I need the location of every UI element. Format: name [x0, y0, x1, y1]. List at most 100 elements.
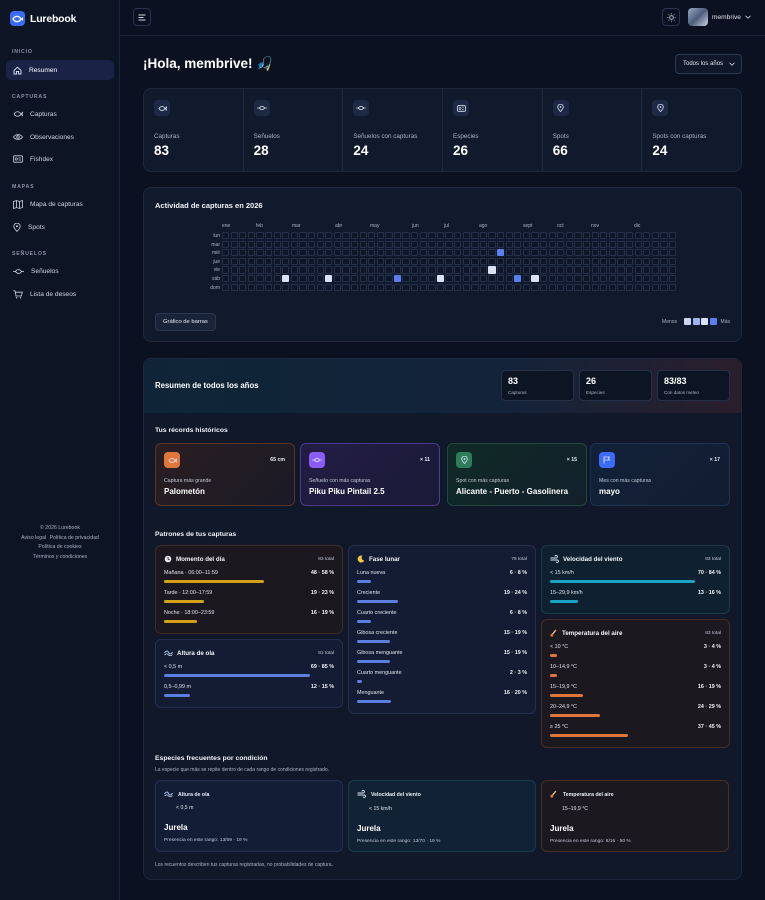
heatmap-cell[interactable]	[264, 240, 273, 248]
heatmap-cell[interactable]	[282, 257, 290, 266]
heatmap-cell[interactable]	[419, 266, 427, 274]
heatmap-cell[interactable]	[419, 249, 427, 257]
heatmap-cell[interactable]	[505, 274, 513, 283]
heatmap-cell[interactable]	[222, 266, 230, 274]
heatmap-cell[interactable]	[290, 249, 299, 257]
heatmap-cell[interactable]	[557, 249, 565, 257]
heatmap-cell[interactable]	[608, 257, 617, 266]
heatmap-cell[interactable]	[608, 283, 617, 291]
heatmap-cell[interactable]	[445, 283, 453, 291]
heatmap-cell[interactable]	[282, 249, 290, 257]
heatmap-cell[interactable]	[471, 232, 479, 240]
heatmap-cell[interactable]	[634, 249, 642, 257]
species-card[interactable]: Temperatura del aire 15–19,9 °C Jurela P…	[541, 780, 729, 852]
heatmap-cell[interactable]	[436, 249, 445, 257]
heatmap-cell[interactable]	[668, 257, 677, 266]
heatmap-cell[interactable]	[497, 232, 505, 240]
heatmap-cell[interactable]	[445, 274, 453, 283]
heatmap-cell[interactable]	[376, 232, 384, 240]
heatmap-cell[interactable]	[299, 266, 307, 274]
heatmap-cell[interactable]	[582, 266, 591, 274]
heatmap-cell[interactable]	[222, 249, 230, 257]
heatmap-cell[interactable]	[488, 266, 496, 274]
heatmap-cell[interactable]	[471, 240, 479, 248]
heatmap-cell[interactable]	[557, 232, 565, 240]
heatmap-cell[interactable]	[402, 240, 410, 248]
heatmap-cell[interactable]	[239, 232, 247, 240]
heatmap-cell[interactable]	[471, 274, 479, 283]
heatmap-cell[interactable]	[230, 232, 238, 240]
heatmap-cell[interactable]	[333, 274, 342, 283]
heatmap-cell[interactable]	[299, 283, 307, 291]
heatmap-cell[interactable]	[497, 266, 505, 274]
heatmap-cell[interactable]	[600, 283, 608, 291]
heatmap-cell[interactable]	[419, 283, 427, 291]
heatmap-cell[interactable]	[393, 257, 402, 266]
heatmap-cell[interactable]	[522, 232, 531, 240]
heatmap-cell[interactable]	[350, 274, 359, 283]
heatmap-cell[interactable]	[359, 232, 367, 240]
heatmap-cell[interactable]	[402, 283, 410, 291]
heatmap-cell[interactable]	[342, 274, 350, 283]
heatmap-cell[interactable]	[454, 266, 462, 274]
record-card[interactable]: × 11 Señuelo con más capturas Piku Piku …	[300, 443, 440, 506]
heatmap-cell[interactable]	[591, 249, 599, 257]
heatmap-cell[interactable]	[462, 266, 470, 274]
legal-link[interactable]: Aviso legal	[21, 534, 47, 541]
heatmap-cell[interactable]	[548, 232, 556, 240]
heatmap-cell[interactable]	[488, 283, 496, 291]
heatmap-cell[interactable]	[548, 266, 556, 274]
heatmap-cell[interactable]	[385, 240, 393, 248]
heatmap-cell[interactable]	[608, 266, 617, 274]
heatmap-cell[interactable]	[436, 257, 445, 266]
heatmap-cell[interactable]	[316, 257, 324, 266]
heatmap-cell[interactable]	[514, 240, 522, 248]
heatmap-cell[interactable]	[282, 232, 290, 240]
heatmap-cell[interactable]	[419, 274, 427, 283]
heatmap-cell[interactable]	[239, 266, 247, 274]
heatmap-cell[interactable]	[368, 266, 376, 274]
heatmap-cell[interactable]	[282, 240, 290, 248]
heatmap-cell[interactable]	[625, 249, 634, 257]
heatmap-cell[interactable]	[479, 266, 488, 274]
heatmap-cell[interactable]	[600, 274, 608, 283]
heatmap-cell[interactable]	[393, 283, 402, 291]
heatmap-cell[interactable]	[411, 249, 419, 257]
heatmap-cell[interactable]	[505, 232, 513, 240]
sidebar-item-resumen[interactable]: Resumen	[6, 60, 114, 80]
heatmap-cell[interactable]	[565, 249, 574, 257]
heatmap-cell[interactable]	[316, 283, 324, 291]
sidebar-item-capturas[interactable]: Capturas	[6, 104, 114, 124]
heatmap-cell[interactable]	[531, 266, 539, 274]
heatmap-cell[interactable]	[428, 266, 436, 274]
heatmap-cell[interactable]	[239, 257, 247, 266]
sidebar-item-senuelos[interactable]: Señuelos	[6, 261, 114, 281]
user-menu[interactable]: membrive	[688, 8, 751, 26]
heatmap-cell[interactable]	[419, 232, 427, 240]
heatmap-cell[interactable]	[454, 274, 462, 283]
sidebar-item-fishdex[interactable]: Fishdex	[6, 149, 114, 169]
heatmap-cell[interactable]	[539, 240, 548, 248]
heatmap-cell[interactable]	[574, 249, 582, 257]
heatmap-cell[interactable]	[230, 249, 238, 257]
heatmap-cell[interactable]	[264, 232, 273, 240]
heatmap-cell[interactable]	[634, 240, 642, 248]
heatmap-cell[interactable]	[462, 257, 470, 266]
heatmap-cell[interactable]	[325, 232, 333, 240]
heatmap-cell[interactable]	[522, 249, 531, 257]
heatmap-cell[interactable]	[600, 266, 608, 274]
heatmap-cell[interactable]	[462, 283, 470, 291]
heatmap-cell[interactable]	[497, 249, 505, 257]
heatmap-cell[interactable]	[591, 232, 599, 240]
heatmap-cell[interactable]	[617, 232, 625, 240]
heatmap-cell[interactable]	[479, 249, 488, 257]
heatmap-cell[interactable]	[342, 257, 350, 266]
heatmap-cell[interactable]	[591, 274, 599, 283]
heatmap-cell[interactable]	[643, 240, 651, 248]
heatmap-cell[interactable]	[557, 257, 565, 266]
heatmap-cell[interactable]	[479, 274, 488, 283]
heatmap-cell[interactable]	[325, 283, 333, 291]
heatmap-cell[interactable]	[368, 257, 376, 266]
heatmap-cell[interactable]	[445, 240, 453, 248]
heatmap-cell[interactable]	[522, 283, 531, 291]
